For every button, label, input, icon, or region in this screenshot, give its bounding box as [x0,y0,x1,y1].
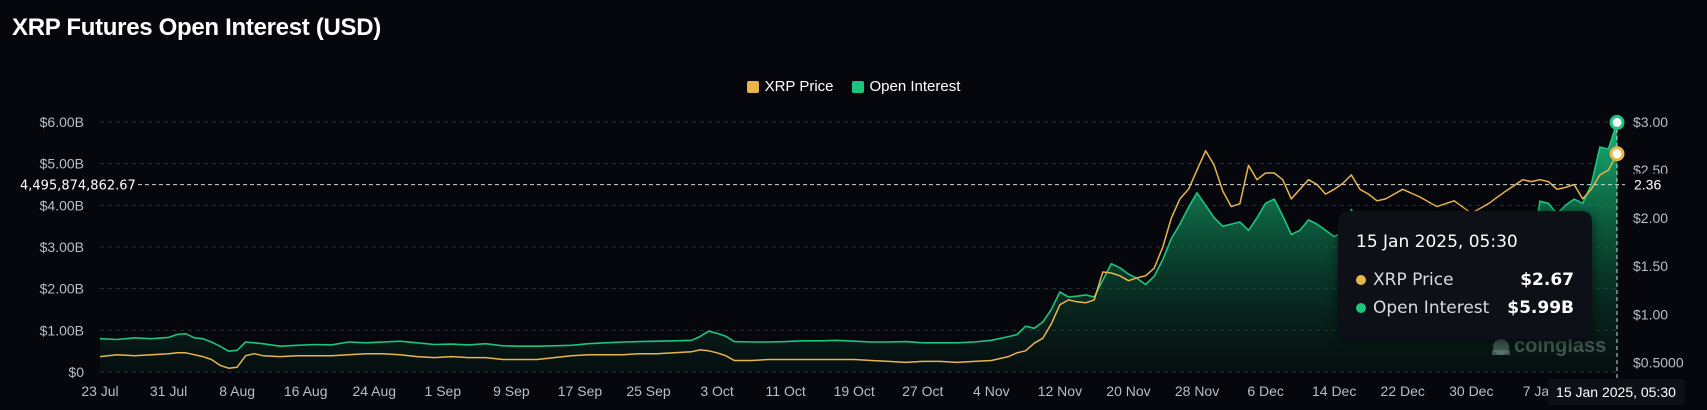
x-axis-tick-label: 8 Aug [219,383,255,399]
x-axis-tick-label: 12 Nov [1038,383,1082,399]
tooltip-value-xrp-price: $2.67 [1520,270,1574,290]
crosshair-left-label-bg [12,173,138,196]
legend-swatch-xrp-price [746,80,759,93]
legend-label-xrp-price: XRP Price [764,78,834,95]
x-axis-tick-label: 14 Dec [1312,383,1356,399]
crosshair-right-value: 2.36 [1634,177,1661,193]
x-axis-tick-label: 3 Oct [700,383,734,399]
tooltip-dot-xrp-price [1356,275,1366,285]
x-axis-tick-label: 22 Dec [1381,383,1425,399]
tooltip-row-open-interest: Open Interest $5.99B [1356,298,1574,318]
chart-legend: XRP Price Open Interest [0,78,1707,95]
chart-tooltip: 15 Jan 2025, 05:30 XRP Price $2.67 Open … [1338,211,1592,339]
x-axis-tick-label: 27 Oct [902,383,943,399]
watermark-text: coinglass [1514,335,1606,357]
tooltip-row-xrp-price: XRP Price $2.67 [1356,270,1574,290]
left-axis-tick-label: $2.00B [40,281,84,297]
tooltip-label-xrp-price: XRP Price [1373,270,1454,290]
open-interest-area [100,122,1617,373]
tooltip-label-open-interest: Open Interest [1373,298,1490,318]
legend-item-open-interest[interactable]: Open Interest [851,78,961,95]
x-axis-tick-label: 25 Sep [626,383,671,399]
open-interest-hover-marker [1609,114,1625,130]
crosshair-left-value: 4,495,874,862.67 [20,179,136,194]
crosshair-x-label: 15 Jan 2025, 05:30 [1556,384,1676,400]
x-axis-tick-label: 1 Sep [425,383,462,399]
left-axis-tick-label: $4.00B [40,197,84,213]
x-axis-tick-label: 19 Oct [834,383,875,399]
x-axis-tick-label: 31 Jul [150,383,187,399]
left-axis-tick-label: $0 [68,364,84,380]
tooltip-title: 15 Jan 2025, 05:30 [1356,232,1518,252]
crosshair-x-label-bg [1548,379,1685,405]
x-axis-tick-label: 6 Dec [1247,383,1284,399]
legend-swatch-open-interest [851,80,864,93]
x-axis-tick-label: 30 Dec [1449,383,1493,399]
x-axis-tick-label: 20 Nov [1106,383,1150,399]
tooltip-dot-open-interest [1356,303,1366,313]
chart-title: XRP Futures Open Interest (USD) [12,14,381,41]
x-axis-tick-label: 24 Aug [352,383,396,399]
x-axis-tick-label: 16 Aug [284,383,328,399]
crosshair: 4,495,874,862.67 2.36 15 Jan 2025, 05:30 [12,122,1685,405]
left-axis-tick-label: $5.00B [40,156,84,172]
xrp-price-line [99,150,1618,369]
crosshair-right-label-bg [1626,173,1670,196]
legend-label-open-interest: Open Interest [869,78,961,95]
left-axis-tick-label: $6.00B [40,114,84,130]
right-axis-tick-label: $1.50 [1633,258,1668,274]
left-axis-tick-label: $3.00B [40,239,84,255]
tooltip-value-open-interest: $5.99B [1507,298,1574,318]
left-axis-tick-label: $1.00B [40,322,84,338]
x-axis-tick-label: 23 Jul [81,383,118,399]
x-axis-tick-label: 11 Oct [766,383,806,399]
right-axis-tick-label: $3.00 [1633,114,1668,130]
xrp-price-hover-marker [1609,146,1625,162]
chart-axes: $0 $1.00B $2.00B $3.00B $4.00B $5.00B $6.00B $0… [40,114,1684,399]
watermark-logo: coinglass [1492,335,1606,357]
right-axis-tick-label: $0.5000 [1633,354,1684,370]
x-axis-tick-label: 4 Nov [973,383,1010,399]
right-axis-tick-label: $2.00 [1633,210,1668,226]
hover-markers [1609,114,1625,162]
x-axis-tick-label: 17 Sep [558,383,603,399]
right-axis-tick-label: $1.00 [1633,306,1668,322]
x-axis-tick-label: 9 Sep [493,383,530,399]
x-axis-tick-label: 28 Nov [1175,383,1219,399]
coinglass-logo-icon [1492,339,1510,355]
legend-item-xrp-price[interactable]: XRP Price [746,78,834,95]
